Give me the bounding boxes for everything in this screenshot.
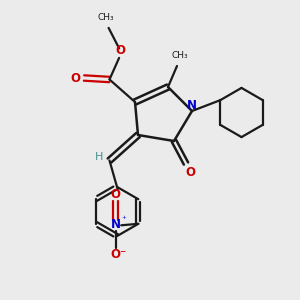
Text: O: O xyxy=(185,166,196,179)
Text: O⁻: O⁻ xyxy=(110,248,126,261)
Text: O: O xyxy=(116,44,126,57)
Text: N: N xyxy=(111,218,121,231)
Text: N: N xyxy=(187,99,197,112)
Text: CH₃: CH₃ xyxy=(172,51,188,60)
Text: H: H xyxy=(95,152,103,163)
Text: ⁺: ⁺ xyxy=(122,215,127,224)
Text: O: O xyxy=(70,72,81,85)
Text: O: O xyxy=(111,188,121,201)
Text: CH₃: CH₃ xyxy=(97,13,114,22)
